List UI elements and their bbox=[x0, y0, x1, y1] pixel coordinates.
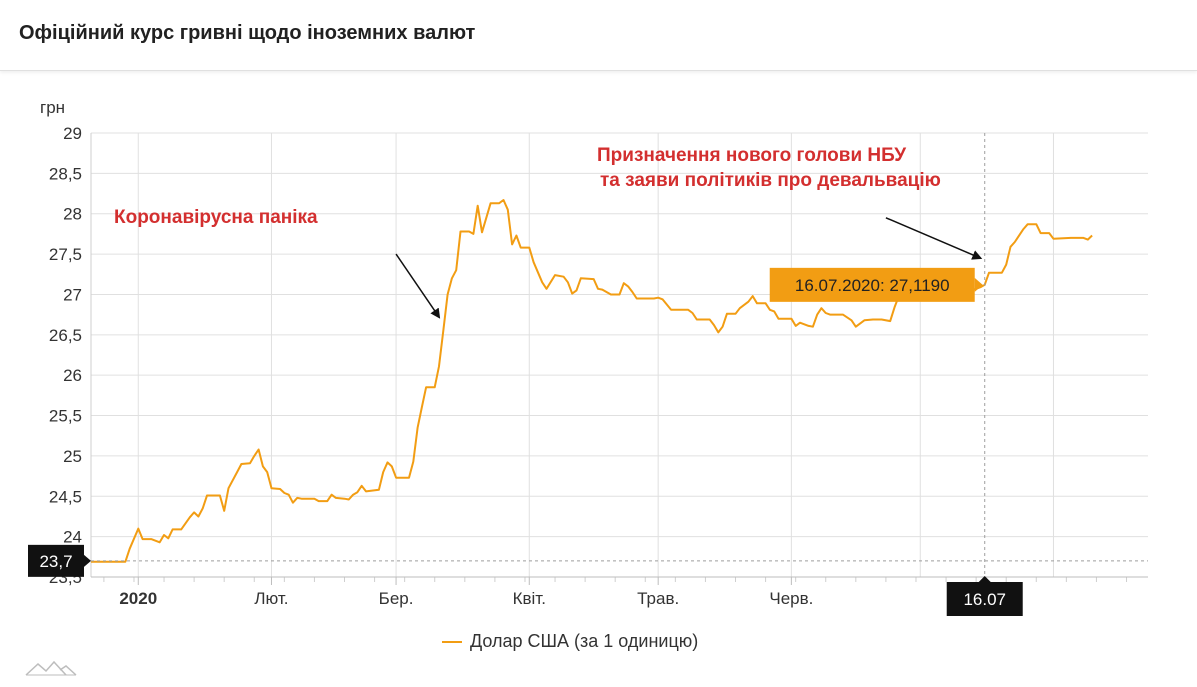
legend-swatch bbox=[442, 640, 462, 643]
crosshair-x-label-box bbox=[946, 582, 1023, 616]
annotation-arrow bbox=[885, 217, 983, 260]
crosshair-x-label: 16.07 bbox=[963, 590, 1006, 609]
tooltip-pointer bbox=[974, 277, 983, 292]
x-tick-label: Квіт. bbox=[513, 589, 546, 608]
annotation-text: Коронавірусна паніка bbox=[114, 207, 318, 228]
crosshair-x-label-pointer bbox=[978, 576, 991, 582]
y-tick-label: 29 bbox=[63, 124, 82, 143]
tooltip-box bbox=[769, 267, 975, 302]
x-tick-label: 2020 bbox=[119, 589, 157, 608]
y-tick-label: 28 bbox=[63, 205, 82, 224]
x-tick-label: Бер. bbox=[379, 589, 414, 608]
tooltip-text: 16.07.2020: 27,1190 bbox=[795, 276, 950, 295]
x-tick-label: Лют. bbox=[254, 589, 288, 608]
y-tick-label: 28,5 bbox=[49, 164, 82, 183]
x-tick-label: Черв. bbox=[769, 589, 813, 608]
mountain-logo-icon bbox=[25, 660, 77, 676]
y-tick-label: 24,5 bbox=[49, 487, 82, 506]
y-tick-label: 24 bbox=[63, 528, 82, 547]
y-axis-label: грн bbox=[40, 98, 65, 117]
chart-legend[interactable]: Долар США (за 1 одиницю) bbox=[442, 631, 698, 652]
page-header: Офіційний курс гривні щодо іноземних вал… bbox=[0, 0, 1197, 71]
crosshair-y-label-box bbox=[28, 544, 84, 577]
y-tick-label: 26,5 bbox=[49, 326, 82, 345]
y-tick-label: 27,5 bbox=[49, 245, 82, 264]
series-line-usd[interactable] bbox=[91, 199, 1093, 563]
annotation-text: Призначення нового голови НБУ bbox=[597, 145, 906, 166]
crosshair-y-label: 23,7 bbox=[39, 552, 72, 571]
x-tick-label: Трав. bbox=[637, 589, 679, 608]
annotation-arrow bbox=[395, 253, 441, 319]
y-tick-label: 25,5 bbox=[49, 407, 82, 426]
legend-label: Долар США (за 1 одиницю) bbox=[470, 631, 699, 651]
y-tick-label: 25 bbox=[63, 447, 82, 466]
crosshair-y-label-pointer bbox=[84, 554, 91, 567]
page-title: Офіційний курс гривні щодо іноземних вал… bbox=[19, 22, 476, 44]
y-tick-label: 27 bbox=[63, 285, 82, 304]
annotation-text: та заяви політиків про девальвацію bbox=[600, 170, 941, 191]
y-tick-label: 26 bbox=[63, 366, 82, 385]
